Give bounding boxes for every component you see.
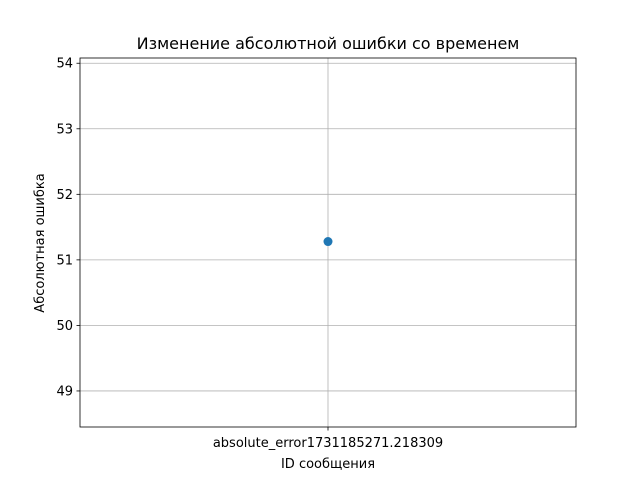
y-tick-label: 50 (56, 319, 73, 334)
data-point (323, 237, 333, 247)
grid (80, 58, 576, 427)
y-tick-label: 54 (56, 57, 73, 72)
y-tick-label: 51 (56, 253, 73, 268)
y-tick-label: 49 (56, 384, 73, 399)
x-tick-label: absolute_error1731185271.218309 (213, 436, 443, 451)
y-axis-label: Абсолютная ошибка (33, 173, 48, 312)
plot-frame (79, 57, 577, 428)
y-tick-label: 53 (56, 122, 73, 137)
data-points (323, 237, 333, 247)
y-tick-label: 52 (56, 188, 73, 203)
chart-title: Изменение абсолютной ошибки со временем (137, 34, 520, 53)
x-axis-label: ID сообщения (281, 457, 375, 472)
axes: 49 50 51 52 53 54 absolute_error1731185271.218… (56, 57, 577, 451)
